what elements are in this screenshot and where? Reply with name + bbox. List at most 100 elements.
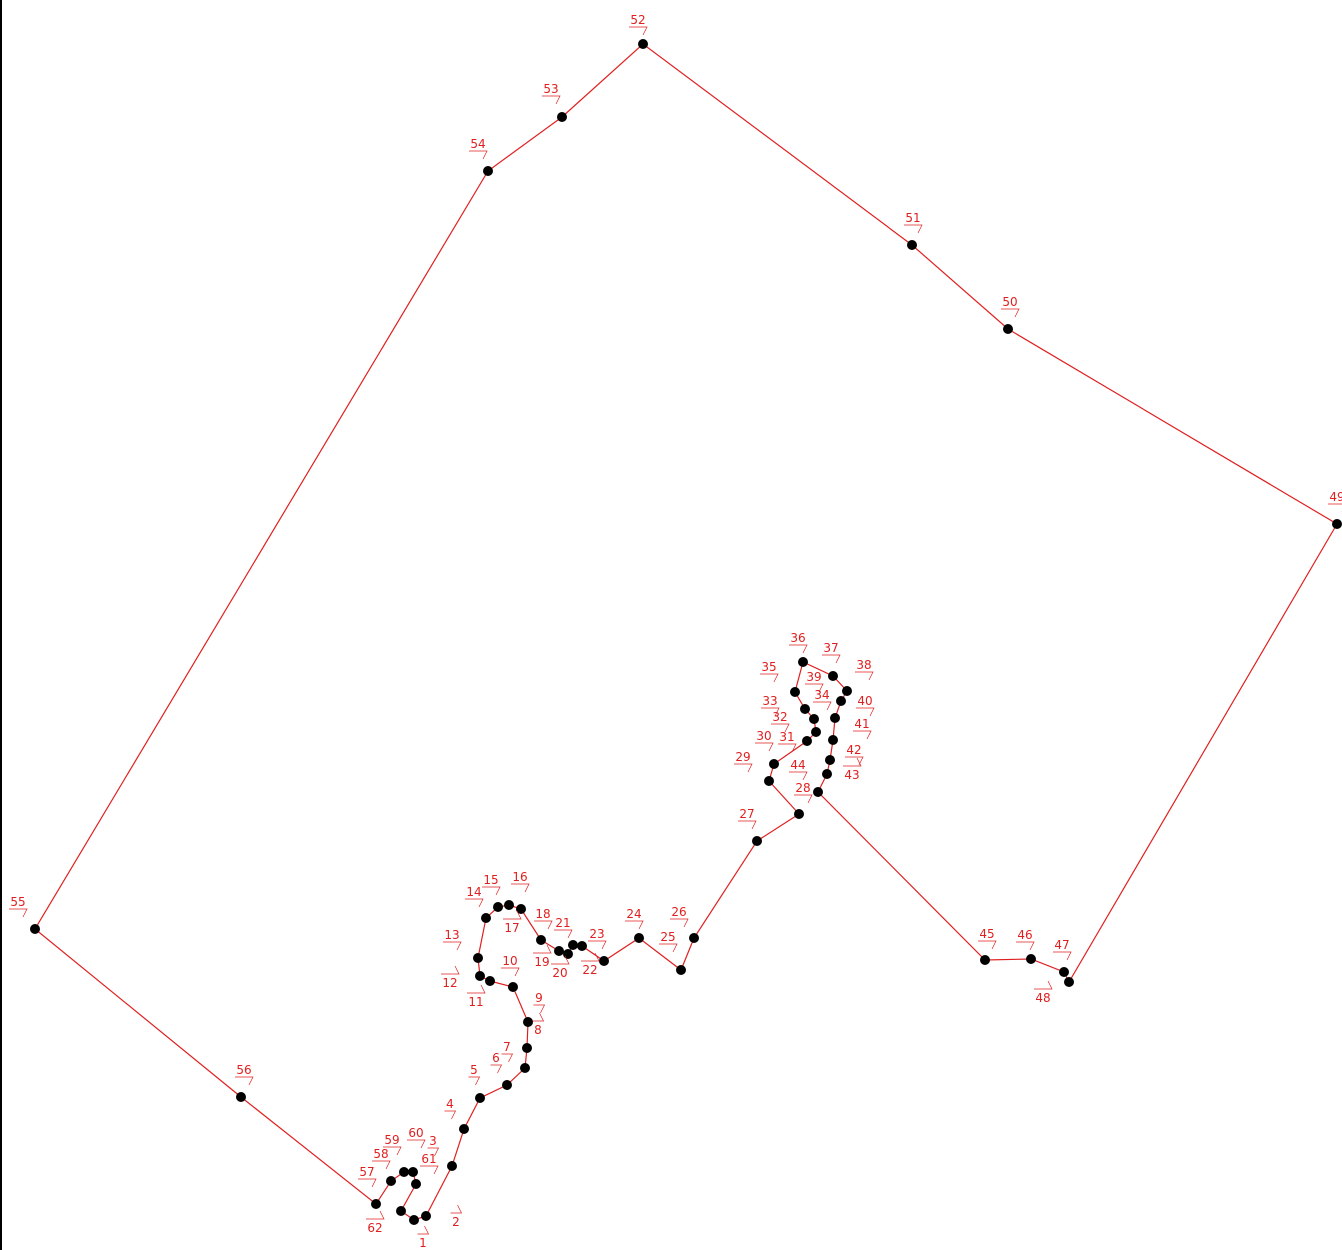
point-6-leader (490, 1064, 503, 1074)
point-41-marker (828, 735, 838, 745)
point-50-leader (1001, 308, 1020, 318)
point-57-leader (358, 1178, 377, 1188)
point-47-marker (1059, 967, 1069, 977)
point-33-label: 33 (762, 694, 777, 708)
point-42-leader (845, 756, 864, 766)
point-9-label: 9 (535, 991, 543, 1005)
point-19-label: 19 (534, 955, 549, 969)
point-39-leader (805, 683, 824, 693)
point-38-label: 38 (856, 658, 871, 672)
point-26-label: 26 (671, 905, 686, 919)
point-54-label: 54 (470, 137, 485, 151)
point-39-marker (836, 696, 846, 706)
point-35-label: 35 (761, 660, 776, 674)
point-60-marker (408, 1167, 418, 1177)
point-40-marker (830, 713, 840, 723)
point-34-label: 34 (814, 688, 829, 702)
point-38-marker (842, 686, 852, 696)
point-47-leader (1053, 951, 1072, 961)
point-48-leader (1034, 980, 1053, 990)
point-32-leader (771, 723, 790, 733)
point-6-label: 6 (492, 1051, 500, 1065)
point-21-marker (568, 940, 578, 950)
point-51-marker (907, 240, 917, 250)
point-7-marker (520, 1063, 530, 1073)
point-49-label: 49 (1329, 490, 1342, 504)
point-17-leader (503, 910, 522, 920)
point-18-marker (536, 935, 546, 945)
point-3-label: 3 (429, 1134, 437, 1148)
point-4-label: 4 (446, 1097, 454, 1111)
point-16-leader (511, 883, 530, 893)
point-48-label: 48 (1035, 991, 1050, 1005)
point-54-marker (483, 166, 493, 176)
point-28-leader (794, 794, 813, 804)
point-62-leader (366, 1210, 385, 1220)
point-34-marker (800, 704, 810, 714)
point-33-leader (761, 707, 780, 717)
point-3-marker (447, 1161, 457, 1171)
point-25-marker (676, 965, 686, 975)
point-29-marker (764, 776, 774, 786)
point-8-marker (522, 1043, 532, 1053)
point-60-label: 60 (408, 1126, 423, 1140)
point-12-label: 12 (442, 976, 457, 990)
point-62-label: 62 (367, 1221, 382, 1235)
point-30-label: 30 (756, 729, 771, 743)
point-24-label: 24 (626, 907, 641, 921)
point-13-leader (443, 941, 462, 951)
point-4-leader (444, 1110, 457, 1120)
point-15-marker (493, 902, 503, 912)
point-54-leader (469, 150, 488, 160)
point-11-label: 11 (468, 995, 483, 1009)
point-56-leader (235, 1076, 254, 1086)
point-12-leader (441, 965, 460, 975)
point-41-leader (853, 730, 872, 740)
point-53-label: 53 (543, 82, 558, 96)
point-40-leader (856, 707, 875, 717)
point-59-marker (399, 1167, 409, 1177)
point-61-marker (411, 1179, 421, 1189)
point-37-label: 37 (823, 641, 838, 655)
point-59-label: 59 (384, 1133, 399, 1147)
point-17-marker (516, 904, 526, 914)
point-10-label: 10 (502, 954, 517, 968)
point-1-marker (409, 1215, 419, 1225)
point-43-marker (822, 769, 832, 779)
point-50-marker (1003, 324, 1013, 334)
point-31-marker (802, 736, 812, 746)
boundary-points (30, 39, 1342, 1225)
point-25-leader (659, 943, 678, 953)
point-61-leader (420, 1165, 439, 1175)
point-60-leader (407, 1139, 426, 1149)
point-26-marker (689, 933, 699, 943)
point-50-label: 50 (1002, 295, 1017, 309)
point-5-marker (475, 1093, 485, 1103)
point-45-marker (980, 955, 990, 965)
point-20-marker (563, 949, 573, 959)
point-25-label: 25 (660, 930, 675, 944)
point-2-label: 2 (452, 1215, 460, 1229)
point-17-label: 17 (504, 921, 519, 935)
point-58-label: 58 (373, 1147, 388, 1161)
point-45-label: 45 (979, 927, 994, 941)
point-56-marker (236, 1092, 246, 1102)
point-21-leader (554, 929, 573, 939)
point-41-label: 41 (854, 717, 869, 731)
point-2-leader (450, 1204, 463, 1214)
point-55-marker (30, 924, 40, 934)
point-23-leader (588, 940, 607, 950)
point-23-label: 23 (589, 927, 604, 941)
point-51-label: 51 (905, 211, 920, 225)
point-29-leader (734, 763, 753, 773)
point-10-leader (501, 967, 520, 977)
point-58-leader (372, 1160, 391, 1170)
point-33-marker (809, 714, 819, 724)
point-45-leader (978, 940, 997, 950)
point-37-marker (828, 671, 838, 681)
point-58-marker (386, 1176, 396, 1186)
point-38-leader (855, 671, 874, 681)
point-48-marker (1064, 977, 1074, 987)
